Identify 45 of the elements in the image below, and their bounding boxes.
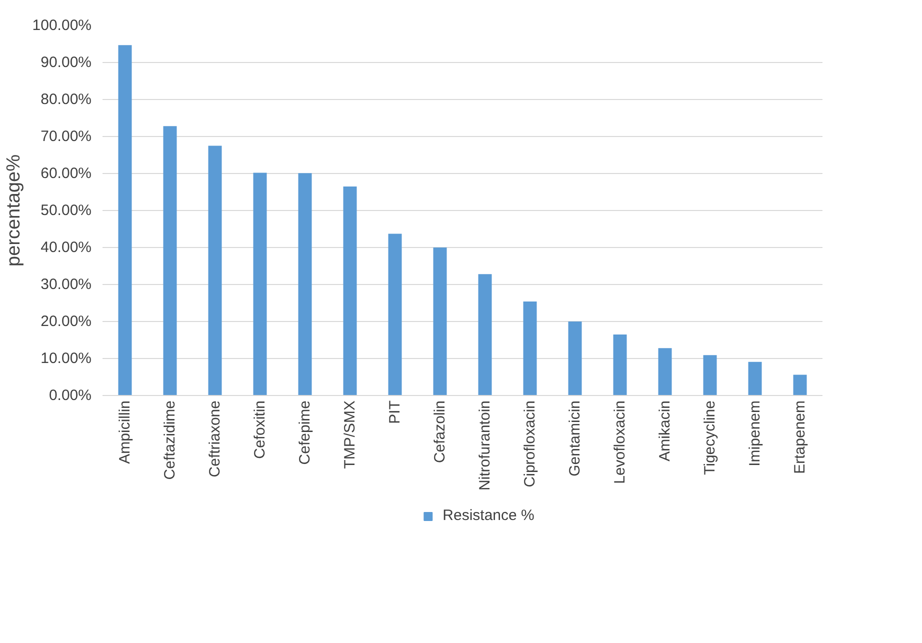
bar [568, 322, 582, 396]
x-tick-label: Cefazolin [432, 400, 448, 464]
bar [388, 234, 402, 396]
x-tick-label: Ertapenem [792, 400, 808, 474]
bar [613, 334, 627, 396]
x-tick-label: Ceftazidime [162, 400, 178, 480]
y-tick-label: 0.00% [48, 387, 92, 404]
x-tick-label: PIT [386, 400, 404, 424]
y-tick-label: 40.00% [40, 239, 92, 256]
y-tick-label: 50.00% [40, 202, 92, 219]
bar [208, 146, 222, 396]
x-tick-label: Cefoxitin [252, 400, 268, 459]
bar [343, 186, 357, 396]
x-tick-label: Gentamicin [566, 400, 584, 476]
bar [163, 126, 177, 396]
y-axis-title: percentage% [3, 154, 24, 266]
y-tick-label: 80.00% [40, 91, 92, 108]
x-tick-label: Ampicillin [116, 400, 134, 464]
x-tick-label: Levofloxacin [612, 400, 628, 484]
y-tick-label: 90.00% [40, 54, 92, 71]
bar [118, 45, 132, 396]
bar [298, 173, 312, 396]
bar [253, 172, 267, 396]
y-tick-label: 30.00% [40, 276, 92, 293]
x-tick-label: Amikacin [656, 400, 674, 462]
bar [793, 374, 807, 396]
x-tick-label: TMP/SMX [342, 400, 358, 469]
bar [748, 362, 762, 396]
y-tick-label: 60.00% [40, 165, 92, 182]
y-tick-label: 10.00% [40, 350, 92, 367]
x-tick-label: Ciprofloxacin [522, 400, 538, 488]
bar [658, 348, 672, 396]
x-tick-label: Ceftriaxone [206, 400, 224, 478]
bar [433, 248, 447, 396]
y-tick-label: 70.00% [40, 128, 92, 145]
bar [703, 355, 717, 396]
legend-label: Resistance % [442, 507, 534, 524]
x-tick-label: Nitrofurantoin [476, 400, 494, 491]
x-tick-label: Tigecycline [702, 400, 718, 475]
bar [523, 302, 537, 396]
y-tick-label: 100.00% [32, 17, 92, 34]
bar [478, 274, 492, 396]
x-tick-label: Imipenem [746, 400, 764, 466]
x-tick-label: Cefepime [296, 400, 314, 465]
y-tick-label: 20.00% [40, 313, 92, 330]
